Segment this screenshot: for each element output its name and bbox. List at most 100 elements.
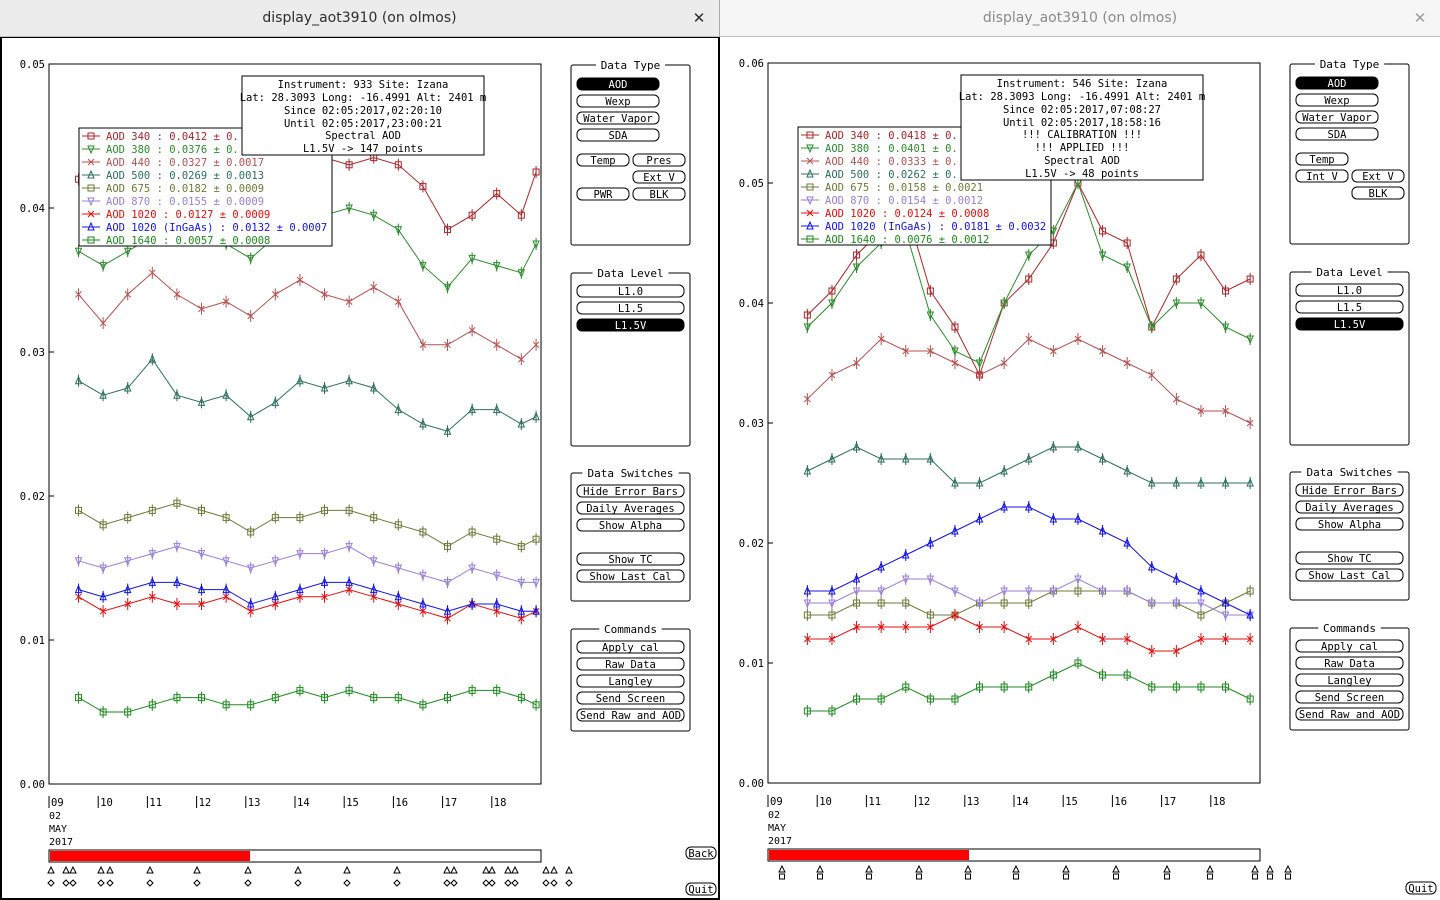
data-point	[1050, 347, 1057, 355]
data-point	[532, 535, 540, 543]
series-aod-440	[75, 266, 540, 366]
show-tc-button[interactable]	[576, 552, 685, 566]
level-l15-button[interactable]	[576, 301, 685, 315]
data-point	[951, 323, 959, 331]
ext-v-button[interactable]	[1351, 169, 1405, 183]
raw-data-button-label: Raw Data	[605, 659, 656, 671]
commands-group-title: Commands	[604, 623, 657, 636]
sda-button-label: SDA	[609, 130, 629, 142]
blk-button[interactable]	[1351, 186, 1405, 200]
quit-button[interactable]	[685, 882, 717, 896]
send-screen-button[interactable]	[1295, 690, 1404, 704]
time-bar[interactable]	[767, 848, 1261, 862]
level-l15v-button[interactable]	[1295, 317, 1404, 331]
data-point	[1000, 465, 1008, 475]
data-point	[532, 605, 540, 615]
quit-button[interactable]	[1405, 881, 1437, 895]
data-point	[828, 299, 836, 309]
x-tick-label: 17	[445, 797, 458, 809]
data-point	[345, 161, 353, 169]
marker-square	[1252, 873, 1258, 880]
marker-diamond	[450, 879, 458, 887]
send-raw-aod-button[interactable]	[576, 708, 685, 722]
sda-button[interactable]	[576, 128, 660, 142]
temp-button[interactable]	[576, 153, 630, 167]
data-point	[828, 599, 836, 609]
marker-triangle	[816, 864, 824, 873]
wexp-button[interactable]	[1295, 93, 1379, 107]
window-titlebar[interactable]: display_aot3910 (on olmos) ✕	[0, 0, 720, 37]
langley-button-label: Langley	[1327, 675, 1371, 687]
data-point	[296, 550, 304, 559]
aod-button[interactable]	[576, 77, 660, 91]
apply-cal-button[interactable]	[576, 640, 685, 654]
pres-button[interactable]	[632, 153, 686, 167]
show-alpha-button[interactable]	[1295, 517, 1404, 531]
wexp-button[interactable]	[576, 94, 660, 108]
data-point	[468, 564, 476, 574]
show-alpha-button-label: Show Alpha	[1318, 519, 1381, 531]
back-button[interactable]	[685, 846, 717, 860]
data-level-group-title-bg	[592, 267, 669, 279]
marker-triangle	[964, 864, 972, 873]
raw-data-button[interactable]	[576, 657, 685, 671]
aod-chart: 0.06 0.05 0.04 0.03 0.02 0.01 0.00 09 10 11 12 13 1…	[739, 58, 1261, 808]
hide-error-bars-button[interactable]	[576, 484, 685, 498]
apply-cal-button[interactable]	[1295, 639, 1404, 653]
marker-triangle	[511, 865, 519, 874]
langley-button[interactable]	[1295, 673, 1404, 687]
info-instrument: Instrument: 546 Site: Izana	[997, 78, 1168, 90]
data-point	[148, 577, 157, 586]
data-point	[148, 506, 156, 514]
ext-v-button-label: Ext V	[643, 172, 675, 184]
close-icon[interactable]: ✕	[692, 9, 706, 27]
level-l15-button[interactable]	[1295, 300, 1404, 314]
data-point	[517, 418, 526, 428]
daily-averages-button[interactable]	[576, 501, 685, 515]
series-aod-1640	[75, 684, 540, 718]
show-last-cal-button[interactable]	[1295, 568, 1404, 582]
marker-diamond	[550, 879, 558, 887]
data-point	[828, 611, 836, 619]
series-aod-440	[804, 333, 1254, 429]
data-point	[148, 550, 157, 559]
show-tc-button[interactable]	[1295, 551, 1404, 565]
data-type-group-title: Data Type	[1320, 58, 1380, 71]
show-alpha-button[interactable]	[576, 518, 685, 532]
water-vapor-button[interactable]	[576, 111, 660, 125]
raw-data-button[interactable]	[1295, 656, 1404, 670]
ext-v-button[interactable]	[632, 170, 686, 184]
show-last-cal-button[interactable]	[576, 569, 685, 583]
x-axis: 09 10 11 12 13 14 15 16 17 18	[767, 795, 1225, 808]
close-icon[interactable]: ✕	[1413, 9, 1427, 27]
level-l10-button[interactable]	[1295, 283, 1404, 297]
send-screen-button[interactable]	[576, 691, 685, 705]
blk-button[interactable]	[632, 187, 686, 201]
window-right: display_aot3910 (on olmos) ✕ 0.06 0.05 0.0…	[720, 0, 1440, 900]
data-point	[877, 335, 885, 343]
hide-error-bars-button[interactable]	[1295, 483, 1404, 497]
data-point	[951, 587, 959, 597]
pwr-button[interactable]	[576, 187, 630, 201]
data-point	[419, 701, 427, 709]
data-point	[1246, 695, 1254, 703]
marker-diamond	[482, 879, 490, 887]
marker-triangle	[865, 864, 873, 873]
data-point	[444, 226, 452, 234]
time-bar[interactable]	[48, 849, 542, 863]
temp-button[interactable]	[1295, 152, 1349, 166]
aod-button[interactable]	[1295, 76, 1379, 90]
daily-averages-button[interactable]	[1295, 500, 1404, 514]
send-raw-aod-button[interactable]	[1295, 707, 1404, 721]
date-year: 2017	[49, 837, 73, 848]
water-vapor-button[interactable]	[1295, 110, 1379, 124]
int-v-button[interactable]	[1295, 169, 1349, 183]
legend-entry: AOD 500 : 0.0269 ± 0.0013	[106, 170, 264, 182]
langley-button[interactable]	[576, 674, 685, 688]
level-l15v-button[interactable]	[576, 318, 685, 332]
sda-button[interactable]	[1295, 127, 1379, 141]
level-l10-button[interactable]	[576, 284, 685, 298]
apply-cal-button-label: Apply cal	[1321, 641, 1378, 653]
window-titlebar[interactable]: display_aot3910 (on olmos) ✕	[720, 0, 1440, 37]
marker-triangle	[244, 865, 252, 874]
